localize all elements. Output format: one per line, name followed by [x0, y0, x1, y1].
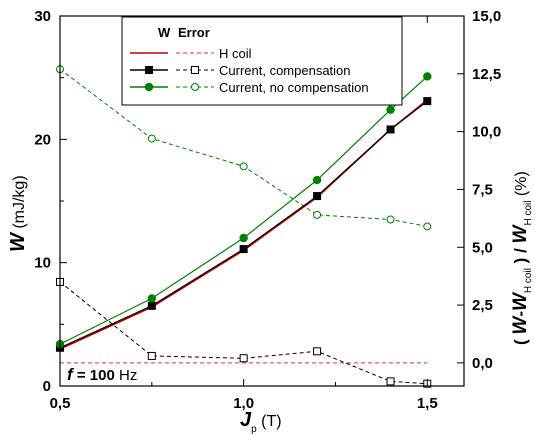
legend-open-marker [191, 66, 199, 74]
y-right-symbol-w3: W [510, 223, 531, 243]
y-right-minus: - [511, 311, 530, 317]
data-point [423, 72, 432, 81]
legend-entry: Current, compensation [130, 63, 351, 78]
y-left-tick-label: 0 [43, 378, 51, 395]
y-right-tick-label: 15,0 [472, 8, 501, 25]
legend-solid-marker [144, 82, 154, 92]
frequency-annotation: f = 100 Hz [67, 365, 137, 384]
y-right-unit: (%) [513, 171, 530, 200]
annotation-unit: Hz [115, 367, 138, 384]
y-left-tick-label: 30 [34, 8, 51, 25]
y-right-tick-label: 5,0 [472, 239, 493, 256]
legend-header-error: Error [178, 25, 210, 40]
legend-entry: H coil [130, 46, 252, 61]
data-point [239, 162, 248, 171]
legend-box [121, 16, 403, 106]
series-line [59, 68, 428, 227]
y-right-symbol-w2: W [510, 291, 531, 311]
y-right-subscript: H coil [523, 268, 534, 293]
data-point [423, 97, 432, 106]
x-label-subscript: p [251, 424, 257, 435]
data-point [313, 192, 322, 201]
y-left-label-unit: (mJ/kg) [11, 175, 28, 233]
data-point [147, 351, 156, 360]
legend-solid-marker [145, 66, 153, 74]
legend-open-marker [191, 83, 199, 91]
y-right-paren-open: ( [511, 335, 530, 345]
axes: 0,5 1,0 1,5 0 10 20 30 0,0 2,5 5,0 7,5 10,0 12,5 15,0 [34, 8, 501, 412]
data-point [147, 294, 157, 303]
y-left-tick-label: 20 [34, 131, 51, 148]
y-right-tick-label: 10,0 [472, 124, 501, 141]
series-line [59, 100, 428, 349]
y-right-tick-label: 7,5 [472, 181, 493, 198]
data-point [386, 215, 395, 224]
x-tick-label: 1,5 [417, 395, 438, 412]
legend-header-w: W [158, 25, 171, 40]
y-right-tick-label: 12,5 [472, 66, 501, 83]
annotation-symbol: f [67, 365, 75, 384]
data-point [239, 233, 248, 243]
x-tick-label: 1,0 [233, 395, 254, 412]
legend-entry-label: Current, compensation [219, 63, 351, 78]
data-point [147, 134, 156, 143]
data-point [147, 301, 156, 310]
y-left-label-symbol: W [7, 231, 29, 252]
y-right-subscript2: H coil [523, 201, 534, 226]
y-right-tick-label: 2,5 [472, 297, 493, 314]
data-point [423, 222, 432, 231]
y-right-axis-label: ( W-WH coil ) / WH coil (%) [510, 171, 534, 345]
annotation-value: 100 [90, 367, 115, 384]
annotation-equals: = [73, 367, 90, 384]
legend-entry-label: Current, no compensation [219, 80, 369, 95]
data-point [239, 354, 248, 363]
legend: W Error H coil Current, compensation Current… [121, 16, 403, 106]
y-left-tick-label: 10 [34, 255, 51, 272]
data-point [312, 175, 322, 185]
x-tick-label: 0,5 [50, 395, 71, 412]
y-right-paren-close: ) [511, 258, 530, 268]
data-point [239, 245, 248, 254]
x-axis-label: Jp (T) [240, 409, 282, 435]
data-point [386, 377, 395, 386]
y-right-slash: / [511, 243, 530, 257]
x-label-unit: (T) [257, 413, 282, 430]
legend-entry: Current, no compensation [130, 80, 369, 95]
legend-entry-label: H coil [219, 46, 252, 61]
data-point [386, 105, 395, 114]
y-right-tick-label: 0,0 [472, 355, 493, 372]
series-line [59, 281, 428, 385]
data-point [313, 210, 322, 219]
data-point [386, 125, 395, 134]
x-label-symbol: J [240, 409, 252, 431]
y-left-axis-label: W (mJ/kg) [7, 175, 29, 252]
y-right-symbol-w: W [510, 315, 531, 335]
data-point [313, 347, 322, 356]
